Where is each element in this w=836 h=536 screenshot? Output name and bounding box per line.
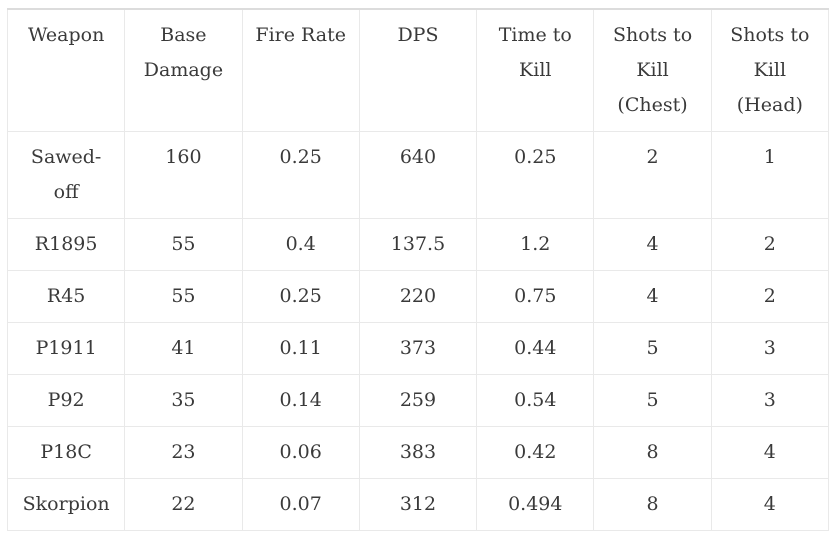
cell-weapon: P1911 <box>6 322 126 375</box>
cell-shots-head: 4 <box>710 426 830 479</box>
table-row-skorpion: Skorpion 22 0.07 312 0.494 8 4 <box>6 478 830 531</box>
table-row-p92: P92 35 0.14 259 0.54 5 3 <box>6 374 830 427</box>
cell-shots-chest: 5 <box>593 322 712 375</box>
cell-weapon: R1895 <box>6 218 126 271</box>
cell-fire-rate: 0.25 <box>241 131 360 219</box>
weapon-stats-table: Weapon Base Damage Fire Rate DPS Time to… <box>6 8 830 531</box>
cell-shots-chest: 5 <box>593 374 712 427</box>
cell-shots-head: 3 <box>710 374 830 427</box>
col-header-time-to-kill: Time to Kill <box>476 8 595 132</box>
table-row-sawed-off: Sawed- off 160 0.25 640 0.25 2 1 <box>6 131 830 219</box>
cell-dps: 373 <box>358 322 478 375</box>
col-header-fire-rate: Fire Rate <box>241 8 360 132</box>
cell-fire-rate: 0.25 <box>241 270 360 323</box>
cell-fire-rate: 0.14 <box>241 374 360 427</box>
cell-base-damage: 23 <box>124 426 243 479</box>
cell-dps: 640 <box>358 131 478 219</box>
cell-base-damage: 55 <box>124 270 243 323</box>
cell-shots-head: 2 <box>710 218 830 271</box>
table-row-r45: R45 55 0.25 220 0.75 4 2 <box>6 270 830 323</box>
header-row: Weapon Base Damage Fire Rate DPS Time to… <box>6 8 830 132</box>
cell-shots-head: 2 <box>710 270 830 323</box>
cell-base-damage: 160 <box>124 131 243 219</box>
cell-fire-rate: 0.11 <box>241 322 360 375</box>
table-body: Sawed- off 160 0.25 640 0.25 2 1 R1895 5… <box>6 131 830 531</box>
cell-base-damage: 22 <box>124 478 243 531</box>
cell-dps: 220 <box>358 270 478 323</box>
cell-time-to-kill: 0.494 <box>476 478 595 531</box>
cell-dps: 383 <box>358 426 478 479</box>
col-header-shots-to-kill-chest: Shots to Kill (Chest) <box>593 8 712 132</box>
cell-shots-chest: 8 <box>593 478 712 531</box>
table-row-p18c: P18C 23 0.06 383 0.42 8 4 <box>6 426 830 479</box>
cell-base-damage: 35 <box>124 374 243 427</box>
table-row-p1911: P1911 41 0.11 373 0.44 5 3 <box>6 322 830 375</box>
cell-shots-head: 1 <box>710 131 830 219</box>
cell-base-damage: 55 <box>124 218 243 271</box>
cell-shots-chest: 8 <box>593 426 712 479</box>
col-header-dps: DPS <box>358 8 478 132</box>
cell-dps: 312 <box>358 478 478 531</box>
cell-dps: 259 <box>358 374 478 427</box>
cell-weapon: Sawed- off <box>6 131 126 219</box>
col-header-weapon: Weapon <box>6 8 126 132</box>
cell-dps: 137.5 <box>358 218 478 271</box>
col-header-shots-to-kill-head: Shots to Kill (Head) <box>710 8 830 132</box>
cell-weapon: Skorpion <box>6 478 126 531</box>
cell-time-to-kill: 0.54 <box>476 374 595 427</box>
cell-shots-chest: 4 <box>593 218 712 271</box>
cell-weapon: P92 <box>6 374 126 427</box>
cell-shots-head: 4 <box>710 478 830 531</box>
cell-time-to-kill: 0.25 <box>476 131 595 219</box>
table-row-r1895: R1895 55 0.4 137.5 1.2 4 2 <box>6 218 830 271</box>
cell-time-to-kill: 1.2 <box>476 218 595 271</box>
cell-time-to-kill: 0.44 <box>476 322 595 375</box>
cell-base-damage: 41 <box>124 322 243 375</box>
cell-time-to-kill: 0.42 <box>476 426 595 479</box>
cell-weapon: R45 <box>6 270 126 323</box>
cell-time-to-kill: 0.75 <box>476 270 595 323</box>
col-header-base-damage: Base Damage <box>124 8 243 132</box>
cell-fire-rate: 0.06 <box>241 426 360 479</box>
cell-shots-head: 3 <box>710 322 830 375</box>
table-header: Weapon Base Damage Fire Rate DPS Time to… <box>6 8 830 132</box>
cell-shots-chest: 4 <box>593 270 712 323</box>
cell-fire-rate: 0.4 <box>241 218 360 271</box>
cell-fire-rate: 0.07 <box>241 478 360 531</box>
cell-shots-chest: 2 <box>593 131 712 219</box>
cell-weapon: P18C <box>6 426 126 479</box>
